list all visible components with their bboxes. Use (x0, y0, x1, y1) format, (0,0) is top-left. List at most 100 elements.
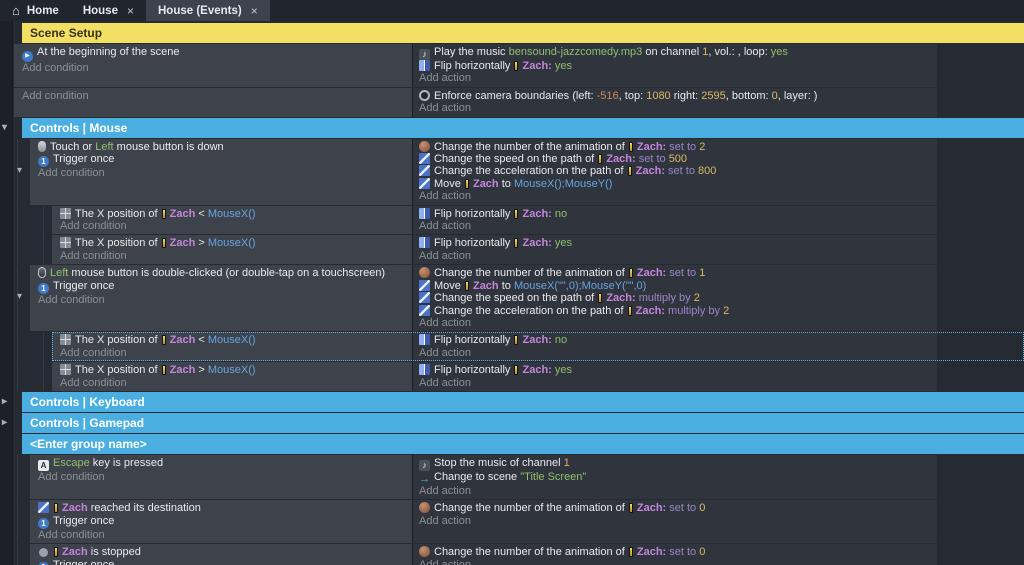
keyboard-icon (38, 459, 49, 471)
add-condition-button[interactable]: Add condition (60, 220, 127, 233)
anim-icon (419, 267, 430, 279)
action-line[interactable]: Change the number of the animation of Za… (419, 140, 931, 153)
action-line[interactable]: Change the acceleration on the path of Z… (419, 304, 931, 317)
event-row[interactable]: Left mouse button is double-clicked (or … (17, 265, 1024, 332)
event-row[interactable]: The X position of Zach < MouseX() Add con… (17, 205, 1024, 235)
tab-house[interactable]: House × (71, 0, 146, 21)
add-condition-button[interactable]: Add condition (60, 346, 127, 359)
action-line[interactable]: Change the number of the animation of Za… (419, 546, 931, 558)
action-line[interactable]: Play the music bensound-jazzcomedy.mp3 o… (419, 46, 931, 60)
path-icon (419, 177, 430, 189)
action-line[interactable]: Flip horizontally Zach: yes (419, 60, 931, 72)
expand-down-icon[interactable]: ▾ (17, 164, 23, 176)
flip-icon (419, 334, 430, 346)
condition-line[interactable]: Trigger once (38, 280, 406, 294)
group-enter-group-name[interactable]: <Enter group name> (22, 433, 1024, 454)
tab-home[interactable]: ⌂ Home (0, 0, 71, 21)
home-icon: ⌂ (12, 3, 20, 18)
flip-icon (419, 207, 430, 219)
add-condition-button[interactable]: Add condition (60, 249, 127, 262)
group-scene-setup[interactable]: Scene Setup (22, 23, 1024, 43)
event-row[interactable]: The X position of Zach < MouseX() Add con… (17, 332, 1024, 362)
action-line[interactable]: Enforce camera boundaries (left: -516, t… (419, 89, 931, 102)
add-condition-button[interactable]: Add condition (38, 167, 105, 180)
action-line[interactable]: Stop the music of channel 1 (419, 457, 931, 471)
zach-object-icon (514, 335, 519, 346)
action-line[interactable]: Flip horizontally Zach: no (419, 334, 931, 346)
zach-object-icon (628, 547, 633, 558)
expand-right-icon[interactable]: ▸ (2, 416, 8, 428)
conditions-cell: Add condition (14, 87, 413, 117)
flip-icon (419, 60, 430, 71)
close-icon[interactable]: × (126, 3, 134, 18)
path-icon (38, 502, 49, 514)
action-line[interactable]: Change the number of the animation of Za… (419, 502, 931, 514)
path-icon (419, 153, 430, 165)
event-sheet-gutter (0, 21, 13, 565)
add-action-button[interactable]: Add action (419, 376, 471, 389)
add-action-button[interactable]: Add action (419, 220, 471, 233)
tab-house-events[interactable]: House (Events) × (145, 0, 270, 21)
action-line[interactable]: Change the speed on the path of Zach: se… (419, 153, 931, 165)
condition-line[interactable]: Zach reached its destination (38, 502, 406, 514)
condition-line[interactable]: The X position of Zach > MouseX() (60, 237, 406, 249)
group-controls-mouse[interactable]: Controls | Mouse ▾ (2, 117, 1024, 138)
actions-cell: Flip horizontally Zach: no Add action (413, 205, 937, 235)
add-condition-button[interactable]: Add condition (38, 528, 105, 541)
add-action-button[interactable]: Add action (419, 558, 471, 565)
action-line[interactable]: Change the number of the animation of Za… (419, 267, 931, 279)
path-icon (419, 165, 430, 177)
tab-label: Home (26, 4, 59, 17)
add-condition-button[interactable]: Add condition (22, 62, 89, 74)
close-icon[interactable]: × (250, 3, 258, 18)
event-row[interactable]: The X position of Zach > MouseX() Add con… (17, 362, 1024, 391)
event-row[interactable]: Add condition Enforce camera boundaries (… (14, 87, 1024, 117)
condition-line[interactable]: Trigger once (38, 153, 406, 168)
add-action-button[interactable]: Add action (419, 249, 471, 262)
action-line[interactable]: Change the speed on the path of Zach: mu… (419, 292, 931, 304)
action-line[interactable]: Move Zach to MouseX();MouseY() (419, 177, 931, 190)
group-controls-gamepad[interactable]: Controls | Gamepad ▸ (2, 412, 1024, 433)
add-action-button[interactable]: Add action (419, 72, 471, 85)
action-line[interactable]: Flip horizontally Zach: yes (419, 237, 931, 249)
condition-line[interactable]: Trigger once (38, 559, 406, 565)
group-controls-keyboard[interactable]: Controls | Keyboard ▸ (2, 391, 1024, 412)
conditions-cell: The X position of Zach < MouseX() Add con… (52, 332, 413, 362)
expand-down-icon[interactable]: ▾ (17, 291, 23, 303)
condition-line[interactable]: The X position of Zach < MouseX() (60, 334, 406, 346)
add-action-button[interactable]: Add action (419, 346, 471, 359)
action-line[interactable]: Change the acceleration on the path of Z… (419, 165, 931, 177)
condition-line[interactable]: Touch or Left mouse button is down (38, 140, 406, 153)
add-action-button[interactable]: Add action (419, 514, 471, 527)
action-line[interactable]: Move Zach to MouseX("",0);MouseY("",0) (419, 279, 931, 292)
add-condition-button[interactable]: Add condition (38, 293, 105, 306)
expand-down-icon[interactable]: ▾ (2, 121, 8, 133)
add-condition-button[interactable]: Add condition (60, 376, 127, 389)
add-condition-button[interactable]: Add condition (22, 89, 89, 102)
action-line[interactable]: Change to scene "Title Screen" (419, 471, 931, 485)
actions-cell: Stop the music of channel 1Change to sce… (413, 454, 937, 500)
condition-line[interactable]: The X position of Zach > MouseX() (60, 364, 406, 376)
condition-line[interactable]: Left mouse button is double-clicked (or … (38, 267, 406, 279)
add-action-button[interactable]: Add action (419, 190, 471, 203)
add-action-button[interactable]: Add action (419, 484, 471, 497)
action-line[interactable]: Flip horizontally Zach: yes (419, 364, 931, 376)
condition-line[interactable]: Escape key is pressed (38, 457, 406, 471)
action-line[interactable]: Flip horizontally Zach: no (419, 207, 931, 220)
conditions-cell: Left mouse button is double-clicked (or … (30, 265, 413, 332)
event-row[interactable]: Zach reached its destinationTrigger once… (17, 500, 1024, 544)
condition-line[interactable]: Trigger once (38, 515, 406, 529)
condition-line[interactable]: At the beginning of the scene (22, 46, 406, 62)
condition-line[interactable]: The X position of Zach < MouseX() (60, 207, 406, 220)
condition-line[interactable]: Zach is stopped (38, 546, 406, 558)
tab-bar: ⌂ Home House × House (Events) × (0, 0, 1024, 21)
expand-right-icon[interactable]: ▸ (2, 395, 8, 407)
event-row[interactable]: The X position of Zach > MouseX() Add con… (17, 235, 1024, 265)
add-condition-button[interactable]: Add condition (38, 470, 105, 483)
event-row[interactable]: Touch or Left mouse button is downTrigge… (17, 138, 1024, 205)
add-action-button[interactable]: Add action (419, 102, 471, 115)
add-action-button[interactable]: Add action (419, 316, 471, 329)
